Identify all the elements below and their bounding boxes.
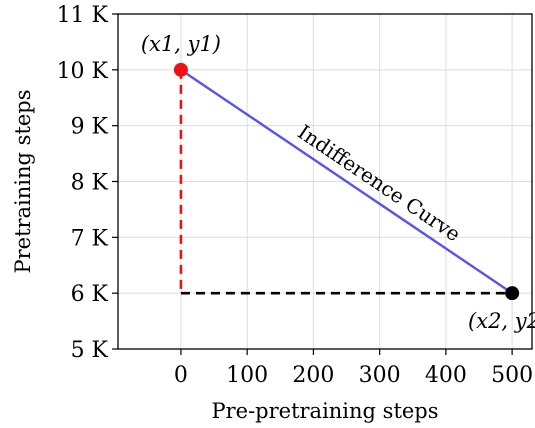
- point-markers: (x1, y1) (x2, y2): [141, 32, 535, 333]
- y-tick-label: 9 K: [71, 115, 109, 140]
- y-tick-label: 7 K: [71, 226, 109, 251]
- x-tick-label: 200: [292, 363, 334, 388]
- x-axis-ticks: 0 100 200 300 400 500: [174, 349, 533, 388]
- x-tick-label: 100: [226, 363, 268, 388]
- y-tick-label: 6 K: [71, 282, 109, 307]
- point-2-label: (x2, y2): [468, 309, 535, 333]
- x-tick-label: 400: [425, 363, 467, 388]
- x-tick-label: 300: [359, 363, 401, 388]
- guide-lines: [179, 69, 513, 295]
- x-tick-label: 0: [174, 363, 188, 388]
- y-tick-label: 8 K: [71, 171, 109, 196]
- y-tick-label: 5 K: [71, 338, 109, 363]
- x-tick-label: 500: [491, 363, 533, 388]
- y-axis-ticks: 5 K 6 K 7 K 8 K 9 K 10 K 11 K: [57, 3, 118, 363]
- y-tick-label: 10 K: [57, 59, 109, 84]
- point-2-marker: [505, 286, 520, 301]
- x-axis-label: Pre-pretraining steps: [211, 399, 438, 423]
- point-1-marker: [173, 62, 188, 77]
- y-axis-label: Pretraining steps: [11, 89, 35, 273]
- indifference-curve-line: [180, 68, 513, 295]
- y-tick-label: 11 K: [57, 3, 109, 28]
- point-1-label: (x1, y1): [141, 32, 221, 56]
- series-lines: [180, 68, 513, 295]
